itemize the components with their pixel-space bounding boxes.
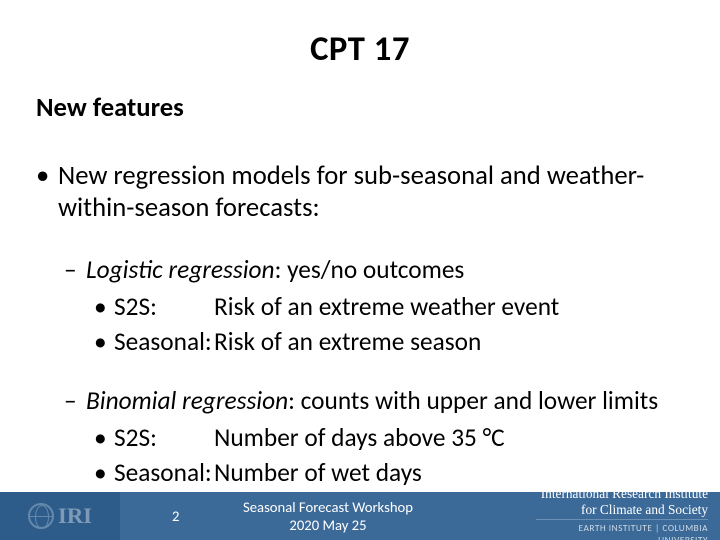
institute-name: International Research Institute for Cli… xyxy=(541,486,708,517)
list-item: Seasonal: Number of wet days xyxy=(114,457,684,488)
slide-subtitle: New features xyxy=(36,92,684,124)
bullet-list-level3: S2S: Risk of an extreme weather event Se… xyxy=(86,291,684,357)
bullet-main-text: New regression models for sub-seasonal a… xyxy=(58,160,644,224)
section-logistic: Logistic regression: yes/no outcomes S2S… xyxy=(86,254,684,357)
slide: CPT 17 New features New regression model… xyxy=(0,0,720,540)
item-val: Risk of an extreme weather event xyxy=(214,291,559,322)
workshop-line2: 2020 May 25 xyxy=(243,516,413,534)
section-heading-em: Logistic regression xyxy=(86,254,275,285)
workshop-line1: Seasonal Forecast Workshop xyxy=(243,498,413,516)
item-key: S2S: xyxy=(114,422,214,453)
section-heading-em: Binomial regression xyxy=(86,385,288,416)
list-item: Seasonal: Risk of an extreme season xyxy=(114,326,684,357)
list-item: S2S: Risk of an extreme weather event xyxy=(114,291,684,322)
bullet-list-level3: S2S: Number of days above 35 °C Seasonal… xyxy=(86,422,684,488)
section-heading-rest: : yes/no outcomes xyxy=(275,254,465,285)
footer-middle: 2 Seasonal Forecast Workshop 2020 May 25 xyxy=(120,492,536,540)
iri-logo: IRI xyxy=(28,503,92,529)
item-val: Number of wet days xyxy=(214,457,422,488)
section-heading-rest: : counts with upper and lower limits xyxy=(288,385,658,416)
item-key: S2S: xyxy=(114,291,214,322)
list-item: S2S: Number of days above 35 °C xyxy=(114,422,684,453)
institute-subline: EARTH INSTITUTE | COLUMBIA UNIVERSITY xyxy=(536,519,708,540)
item-val: Number of days above 35 °C xyxy=(214,422,505,453)
item-val: Risk of an extreme season xyxy=(214,326,481,357)
iri-logo-text: IRI xyxy=(58,503,92,529)
slide-title: CPT 17 xyxy=(36,28,684,70)
bullet-main: New regression models for sub-seasonal a… xyxy=(58,160,684,488)
workshop-info: Seasonal Forecast Workshop 2020 May 25 xyxy=(243,498,413,535)
item-key: Seasonal: xyxy=(114,457,214,488)
slide-number: 2 xyxy=(172,507,179,525)
item-key: Seasonal: xyxy=(114,326,214,357)
footer-institute: International Research Institute for Cli… xyxy=(536,492,720,540)
section-binomial: Binomial regression: counts with upper a… xyxy=(86,385,684,488)
bullet-list-level1: New regression models for sub-seasonal a… xyxy=(36,160,684,488)
globe-icon xyxy=(28,503,54,529)
institute-line1: International Research Institute xyxy=(541,486,708,501)
institute-line2: for Climate and Society xyxy=(541,502,708,517)
bullet-list-level2: Logistic regression: yes/no outcomes S2S… xyxy=(58,254,684,488)
footer-logo-block: IRI xyxy=(0,492,120,540)
footer: IRI 2 Seasonal Forecast Workshop 2020 Ma… xyxy=(0,492,720,540)
